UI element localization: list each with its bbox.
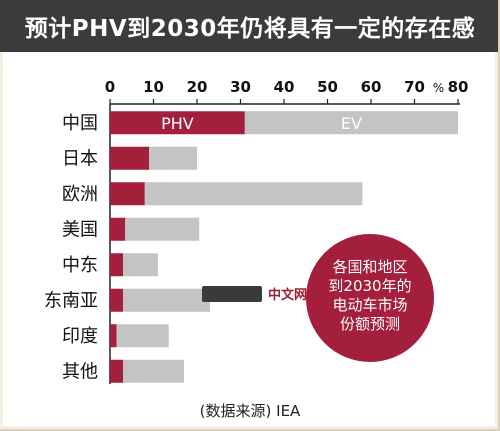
watermark-logo bbox=[202, 286, 262, 302]
callout-line: 电动车市场 bbox=[332, 296, 407, 314]
category-label: 印度 bbox=[62, 326, 98, 347]
bar-phv-6 bbox=[110, 324, 117, 348]
chart-title: 预计PHV到2030年仍将具有一定的存在感 bbox=[0, 0, 500, 52]
category-label: 欧洲 bbox=[62, 184, 98, 205]
x-tick-label: 10 bbox=[143, 78, 164, 96]
bar-label-ev: EV bbox=[341, 114, 362, 133]
bar-ev-0 bbox=[244, 111, 458, 135]
category-label: 中东 bbox=[62, 255, 98, 276]
x-unit-label: % bbox=[433, 81, 444, 95]
bar-ev-7 bbox=[123, 359, 184, 383]
bar-ev-1 bbox=[149, 146, 197, 170]
bar-phv-1 bbox=[110, 146, 150, 170]
category-label: 东南亚 bbox=[44, 290, 98, 311]
bar-phv-5 bbox=[110, 288, 124, 312]
x-tick-label: 0 bbox=[105, 78, 115, 96]
bar-ev-3 bbox=[125, 217, 200, 241]
callout-line: 各国和地区 bbox=[332, 258, 407, 276]
bar-phv-7 bbox=[110, 359, 124, 383]
bar-ev-5 bbox=[123, 288, 211, 312]
bar-ev-4 bbox=[123, 253, 158, 277]
callout-line: 到2030年的 bbox=[328, 277, 411, 295]
bar-phv-4 bbox=[110, 253, 124, 277]
x-tick-label: 50 bbox=[317, 78, 338, 96]
bar-phv-2 bbox=[110, 182, 145, 206]
x-tick-label: 80 bbox=[448, 78, 469, 96]
x-tick-label: 60 bbox=[361, 78, 382, 96]
bar-ev-6 bbox=[116, 324, 169, 348]
x-tick-label: 40 bbox=[274, 78, 295, 96]
category-label: 中国 bbox=[62, 113, 98, 134]
callout-line: 份额预测 bbox=[340, 315, 400, 333]
bar-phv-0 bbox=[110, 111, 245, 135]
bar-label-phv: PHV bbox=[161, 114, 194, 133]
x-tick-label: 70 bbox=[404, 78, 425, 96]
bar-phv-3 bbox=[110, 217, 126, 241]
category-label: 日本 bbox=[62, 148, 98, 169]
watermark-brand: 中文网 bbox=[268, 287, 307, 303]
x-tick-label: 30 bbox=[230, 78, 251, 96]
bars: PHV EV bbox=[110, 111, 458, 383]
data-source: (数据来源) IEA bbox=[199, 402, 301, 420]
watermark: 中文网 bbox=[202, 286, 307, 303]
category-label: 其他 bbox=[62, 361, 98, 382]
x-tick-label: 20 bbox=[187, 78, 208, 96]
callout-circle-shape bbox=[306, 234, 434, 362]
bar-ev-2 bbox=[144, 182, 363, 206]
category-label: 美国 bbox=[62, 219, 98, 240]
